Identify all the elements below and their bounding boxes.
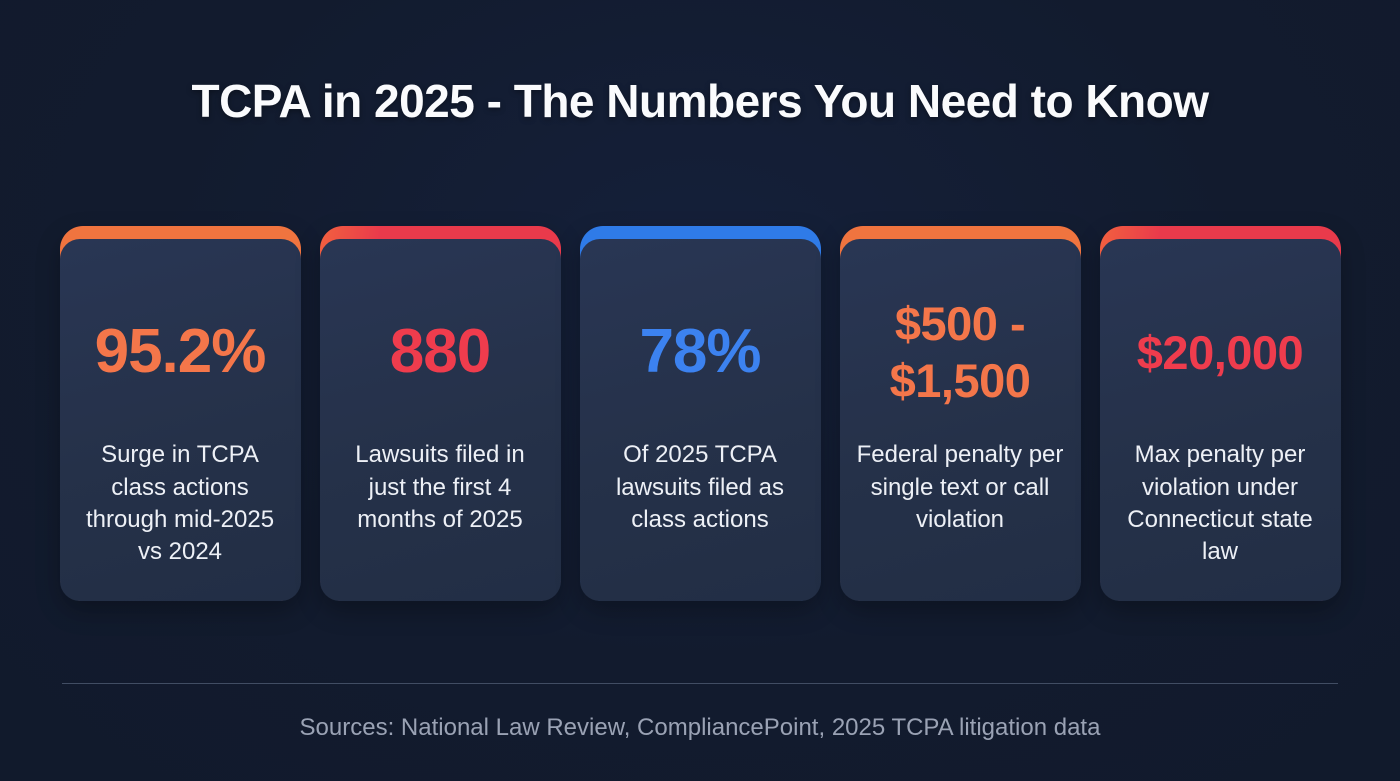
footer-divider	[62, 683, 1338, 685]
stat-card-class-action-surge: 95.2% Surge in TCPA class actions throug…	[59, 226, 301, 602]
stat-card-connecticut-penalty: $20,000 Max penalty per violation under …	[1099, 226, 1341, 602]
stat-description: Lawsuits filed in just the first 4 month…	[355, 441, 525, 533]
stat-card-body: $20,000 Max penalty per violation under …	[1099, 239, 1341, 602]
stat-value: 95.2%	[94, 317, 267, 387]
sources-footer: Sources: National Law Review, Compliance…	[299, 714, 1101, 742]
stat-value: $500 - $1,500	[889, 296, 1031, 408]
page-title: TCPA in 2025 - The Numbers You Need to K…	[191, 75, 1209, 127]
stat-card-lawsuits-filed: 880 Lawsuits filed in just the first 4 m…	[319, 226, 561, 602]
stat-cards-row: 95.2% Surge in TCPA class actions throug…	[59, 226, 1341, 602]
stat-value: 78%	[639, 317, 761, 387]
stat-card-federal-penalty: $500 - $1,500 Federal penalty per single…	[839, 226, 1081, 602]
stat-value-wrap: 95.2%	[74, 239, 287, 439]
stat-value-wrap: $20,000	[1114, 239, 1327, 439]
stat-description: Surge in TCPA class actions through mid-…	[85, 441, 275, 566]
stat-value: 880	[389, 317, 491, 387]
stat-card-body: 95.2% Surge in TCPA class actions throug…	[59, 239, 301, 602]
stat-value-wrap: 78%	[594, 239, 807, 439]
stat-card-body: $500 - $1,500 Federal penalty per single…	[839, 239, 1081, 602]
stat-value-wrap: $500 - $1,500	[854, 239, 1067, 439]
stat-value: $20,000	[1136, 325, 1304, 379]
stat-card-class-action-share: 78% Of 2025 TCPA lawsuits filed as class…	[579, 226, 821, 602]
stat-card-body: 880 Lawsuits filed in just the first 4 m…	[319, 239, 561, 602]
stat-description: Of 2025 TCPA lawsuits filed as class act…	[615, 441, 785, 533]
stat-description: Federal penalty per single text or call …	[856, 441, 1064, 533]
stat-card-body: 78% Of 2025 TCPA lawsuits filed as class…	[579, 239, 821, 602]
stat-value-wrap: 880	[334, 239, 547, 439]
stat-description: Max penalty per violation under Connecti…	[1127, 441, 1313, 566]
